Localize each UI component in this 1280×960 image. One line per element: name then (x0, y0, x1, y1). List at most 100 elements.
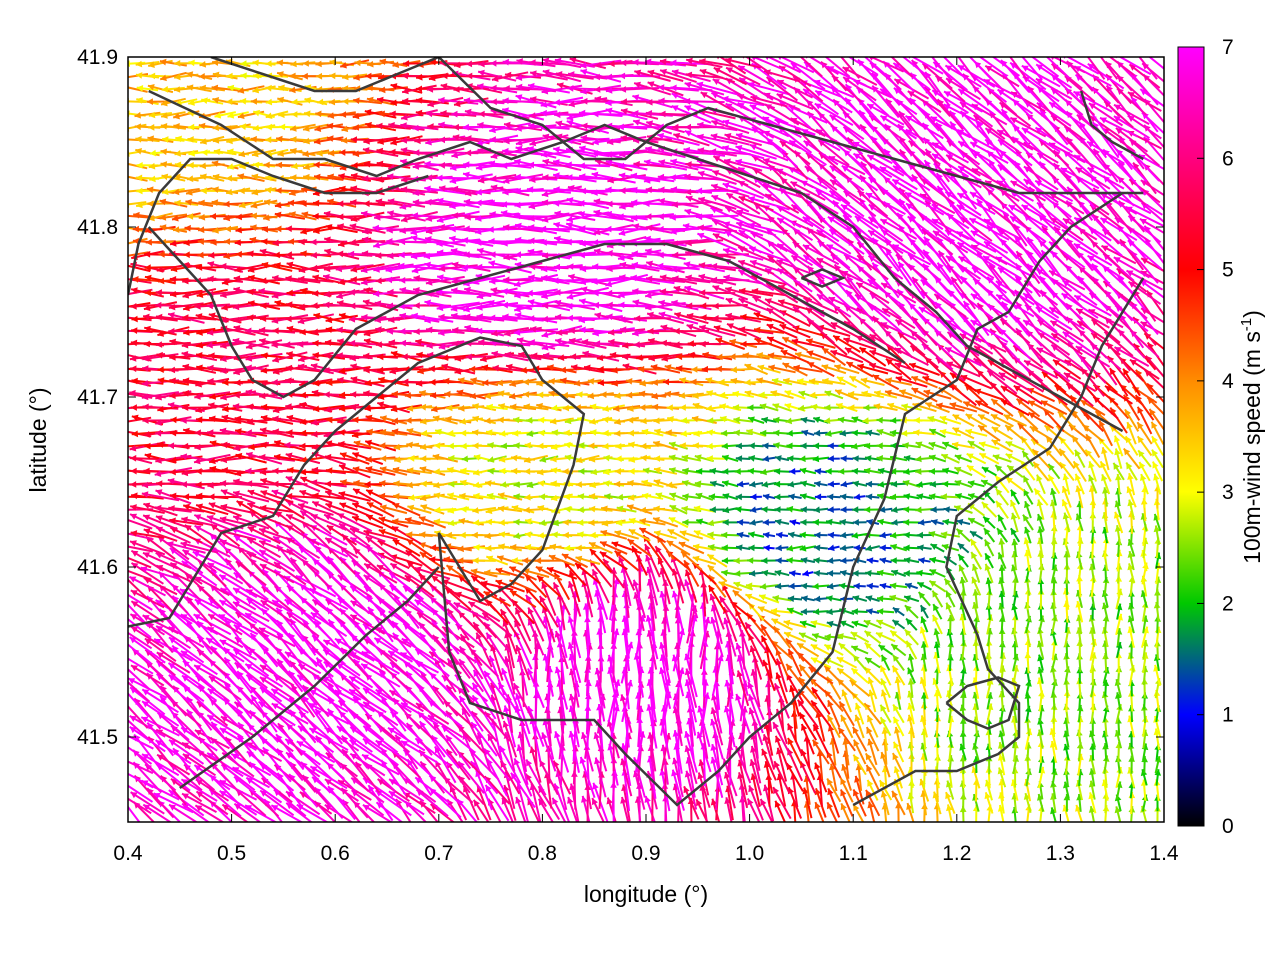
y-axis-title: latitude (°) (25, 387, 51, 492)
wind-arrow (168, 738, 205, 765)
colorbar-label: 100m-wind speed (m s-1) (1238, 310, 1265, 564)
wind-arrow (336, 662, 374, 689)
wind-arrow (854, 702, 865, 725)
wind-arrow (128, 805, 141, 822)
wind-arrow (880, 689, 890, 713)
wind-arrow (960, 667, 967, 684)
wind-arrow (513, 757, 533, 797)
wind-arrow (815, 711, 826, 742)
wind-arrow (867, 738, 878, 766)
wind-arrow (470, 721, 498, 757)
wind-arrow (195, 790, 229, 816)
wind-arrow (798, 664, 818, 687)
wind-arrow (194, 729, 230, 750)
wind-arrow (775, 672, 789, 704)
wind-arrow (879, 716, 892, 737)
wind-arrow (475, 769, 493, 811)
wind-arrow (348, 675, 387, 701)
x-tick-label: 0.8 (528, 842, 557, 865)
wind-arrow (193, 764, 231, 791)
wind-arrow (855, 763, 863, 792)
wind-arrow (515, 796, 527, 822)
wind-arrow (880, 790, 890, 816)
colorbar-tick-label: 2 (1222, 592, 1234, 615)
wind-arrow (394, 734, 419, 770)
wind-arrow (128, 760, 154, 775)
wind-arrow (388, 689, 424, 713)
wind-arrow (128, 668, 151, 691)
wind-arrow (387, 650, 426, 676)
wind-arrow (501, 797, 514, 822)
colorbar-tick-label: 5 (1222, 259, 1234, 282)
wind-arrow (697, 772, 711, 808)
wind-arrow (998, 730, 1005, 748)
wind-arrow (1115, 692, 1122, 710)
y-tick-label: 41.8 (77, 216, 118, 239)
wind-arrow (697, 705, 711, 748)
wind-arrow (181, 792, 217, 813)
wind-arrow (230, 753, 272, 777)
wind-arrow (893, 766, 903, 789)
wind-arrow (776, 747, 788, 782)
wind-arrow (140, 716, 180, 737)
wind-arrow (388, 778, 425, 803)
wind-arrow (800, 749, 816, 781)
x-tick-label: 0.4 (113, 842, 143, 865)
wind-arrow (461, 707, 481, 745)
wind-arrow (658, 667, 672, 710)
wind-arrow (141, 753, 180, 777)
wind-arrow (748, 785, 764, 821)
wind-arrow (208, 675, 242, 701)
wind-arrow (324, 778, 359, 802)
wind-arrow (284, 651, 322, 675)
wind-arrow (568, 693, 580, 734)
wind-arrow (1154, 769, 1162, 786)
wind-arrow (1063, 730, 1070, 748)
wind-arrow (749, 759, 762, 796)
wind-arrow (907, 667, 916, 684)
wind-arrow (525, 759, 547, 796)
wind-arrow (892, 741, 905, 763)
colorbar-tick-label: 6 (1222, 147, 1234, 170)
wind-arrow (710, 743, 724, 786)
y-tick-label: 41.5 (77, 726, 118, 749)
wind-arrow (245, 776, 283, 804)
wind-arrow (141, 700, 180, 727)
wind-arrow (785, 762, 804, 792)
wind-arrow (826, 714, 841, 739)
wind-arrow (395, 798, 412, 822)
wind-arrow (840, 714, 854, 739)
wind-arrow (551, 797, 567, 822)
wind-arrow (879, 664, 892, 686)
wind-arrow (516, 744, 529, 786)
wind-arrow (827, 788, 841, 818)
wind-arrow (878, 779, 893, 801)
wind-arrow (972, 756, 980, 774)
wind-arrow (515, 692, 531, 735)
wind-arrow (866, 714, 879, 738)
wind-arrow (128, 692, 150, 718)
wind-arrow (684, 745, 698, 785)
x-tick-label: 1.1 (839, 842, 868, 865)
wind-arrow (839, 777, 854, 803)
wind-arrow (736, 670, 750, 707)
wind-arrow (710, 718, 724, 760)
wind-arrow (811, 686, 831, 715)
wind-arrow (723, 771, 736, 809)
wind-arrow (829, 763, 838, 792)
wind-arrow (811, 739, 830, 765)
wind-arrow (591, 797, 605, 822)
wind-arrow (362, 701, 399, 727)
wind-arrow (695, 798, 709, 822)
wind-arrow (434, 746, 457, 784)
wind-arrow (130, 791, 165, 815)
wind-arrow (219, 727, 257, 752)
wind-arrow (232, 766, 270, 789)
wind-arrow (774, 735, 789, 769)
wind-arrow (195, 778, 230, 802)
wind-arrow (501, 667, 519, 709)
wind-arrow (892, 703, 905, 724)
wind-arrow (400, 740, 439, 764)
wind-arrow (483, 670, 511, 706)
